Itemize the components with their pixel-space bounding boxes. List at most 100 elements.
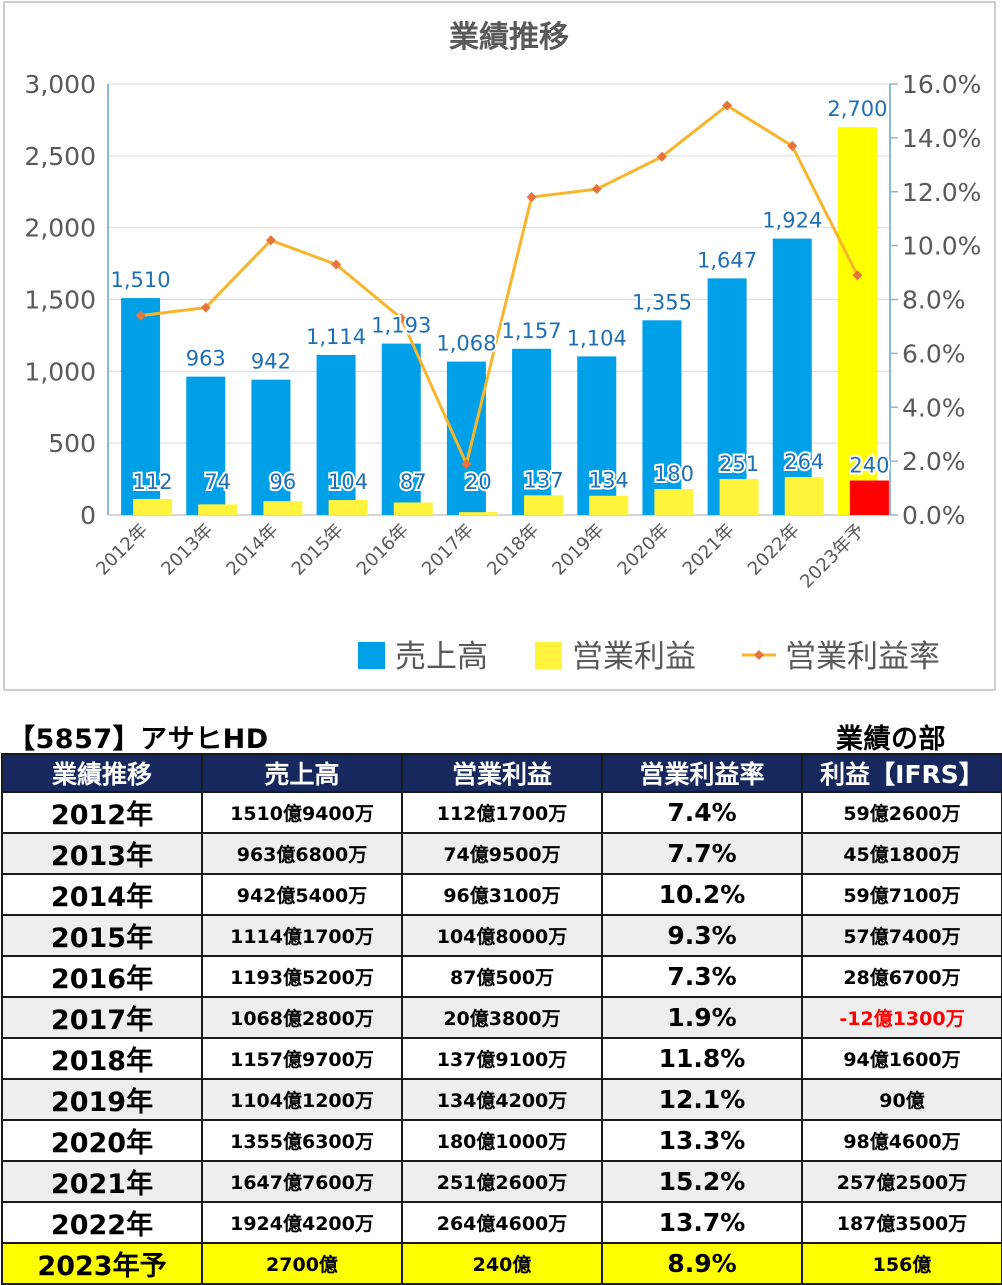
table-row: 2020年 1355億6300万 180億1000万 13.3% 98億4600万 [1,1119,1002,1162]
legend-label-margin: 営業利益率 [785,639,940,675]
operating-profit-bar [198,504,238,515]
row-net-profit: 90億 [801,1078,1002,1121]
sales-bar [121,298,161,515]
row-operating-profit: 20億3800万 [401,996,603,1039]
legend-label-operating-profit: 営業利益 [572,639,696,675]
sales-bar [642,320,682,515]
operating-profit-data-label: 137 [524,468,564,492]
section-label: 業績の部 [836,724,946,755]
legend-label-sales: 売上高 [395,639,488,675]
legend-marker-margin [754,650,764,660]
row-operating-margin: 7.3% [601,955,803,998]
operating-profit-data-label: 74 [204,470,231,494]
sales-bar [381,343,421,515]
row-operating-margin: 7.4% [601,791,803,834]
table-row: 2019年 1104億1200万 134億4200万 12.1% 90億 [1,1078,1002,1121]
row-operating-profit: 74億9500万 [401,832,603,875]
margin-point [526,192,537,203]
legend-swatch-sales [358,642,385,669]
sales-bar [577,356,617,515]
row-net-profit: 45億1800万 [801,832,1002,875]
header-sales: 売上高 [201,753,403,793]
header-operating-margin: 営業利益率 [601,753,803,793]
row-year: 2013年 [1,832,203,875]
operating-profit-data-label: 104 [328,470,368,494]
operating-profit-bar [849,480,889,515]
y-right-tick-label: 2.0% [902,447,966,476]
row-net-profit: 94億1600万 [801,1037,1002,1080]
row-year: 2016年 [1,955,203,998]
operating-profit-data-label: 264 [784,450,824,474]
operating-profit-data-label: 112 [133,470,173,494]
row-operating-margin: 13.3% [601,1119,803,1162]
performance-chart: 業績推移 0 500 1,000 1,500 2,000 2,500 3,000 0.0% 2.0… [24,20,981,675]
row-operating-margin: 9.3% [601,914,803,957]
y-left-tick-label: 1,500 [24,286,96,315]
table-row: 2021年 1647億7600万 251億2600万 15.2% 257億2500万 [1,1160,1002,1203]
operating-profit-data-label: 134 [589,469,629,493]
operating-profit-data-label: 251 [719,452,759,476]
operating-profit-data-label: 20 [465,470,492,494]
operating-profit-bar [524,495,564,515]
row-year: 2012年 [1,791,203,834]
row-operating-margin: 15.2% [601,1160,803,1203]
operating-profit-data-label: 96 [270,470,297,494]
sales-bar [772,238,812,515]
y-right-tick-label: 4.0% [902,393,966,422]
table-row: 2015年 1114億1700万 104億8000万 9.3% 57億7400万 [1,914,1002,957]
table-row: 2012年 1510億9400万 112億1700万 7.4% 59億2600万 [1,791,1002,834]
y-left-tick-label: 500 [48,429,96,458]
row-operating-margin: 7.7% [601,832,803,875]
row-operating-margin: 1.9% [601,996,803,1039]
sales-bar [316,354,356,515]
sales-data-label: 963 [186,347,226,371]
operating-profit-bar [719,478,759,515]
y-right-tick-label: 8.0% [902,286,966,315]
sales-data-label: 1,068 [436,332,496,356]
sales-data-label: 2,700 [827,97,887,121]
row-operating-profit: 180億1000万 [401,1119,603,1162]
chart-frame: 業績推移 0 500 1,000 1,500 2,000 2,500 3,000 0.0% 2.0… [3,1,996,691]
table-row: 2018年 1157億9700万 137億9100万 11.8% 94億1600万 [1,1037,1002,1080]
category-label: 2018年 [483,520,543,580]
margin-point [722,100,733,111]
operating-profit-data-label: 240 [849,454,889,478]
row-net-profit: 98億4600万 [801,1119,1002,1162]
row-year: 2017年 [1,996,203,1039]
row-operating-margin: 13.7% [601,1201,803,1244]
y-left-tick-label: 2,000 [24,214,96,243]
row-sales: 1355億6300万 [201,1119,403,1162]
category-label: 2015年 [288,520,348,580]
row-year: 2020年 [1,1119,203,1162]
table-row: 2016年 1193億5200万 87億500万 7.3% 28億6700万 [1,955,1002,998]
sales-data-label: 1,157 [502,319,562,343]
margin-point [591,184,602,195]
margin-point [656,151,667,162]
category-label: 2022年 [744,520,804,580]
sales-data-label: 1,193 [371,314,431,338]
row-operating-profit: 264億4600万 [401,1201,603,1244]
row-operating-margin: 12.1% [601,1078,803,1121]
row-sales: 942億5400万 [201,873,403,916]
sales-bar [707,278,747,515]
sales-bar [251,379,291,515]
row-sales: 1157億9700万 [201,1037,403,1080]
margin-point [787,140,798,151]
y-right-tick-label: 0.0% [902,501,966,530]
sales-data-label: 1,114 [306,325,366,349]
header-operating-profit: 営業利益 [401,753,603,793]
row-net-profit: 57億7400万 [801,914,1002,957]
margin-line [140,103,859,469]
row-operating-profit: 112億1700万 [401,791,603,834]
row-net-profit: -12億1300万 [801,996,1002,1039]
sales-data-label: 1,355 [632,290,692,314]
row-operating-profit: 251億2600万 [401,1160,603,1203]
row-operating-profit: 96億3100万 [401,873,603,916]
operating-profit-bar [589,495,629,515]
y-right-tick-label: 6.0% [902,339,966,368]
operating-profit-bar [393,502,433,515]
category-label: 2023年予 [796,520,869,593]
margin-point [200,302,211,313]
header-period: 業績推移 [1,753,203,793]
operating-profit-bar [784,477,824,515]
